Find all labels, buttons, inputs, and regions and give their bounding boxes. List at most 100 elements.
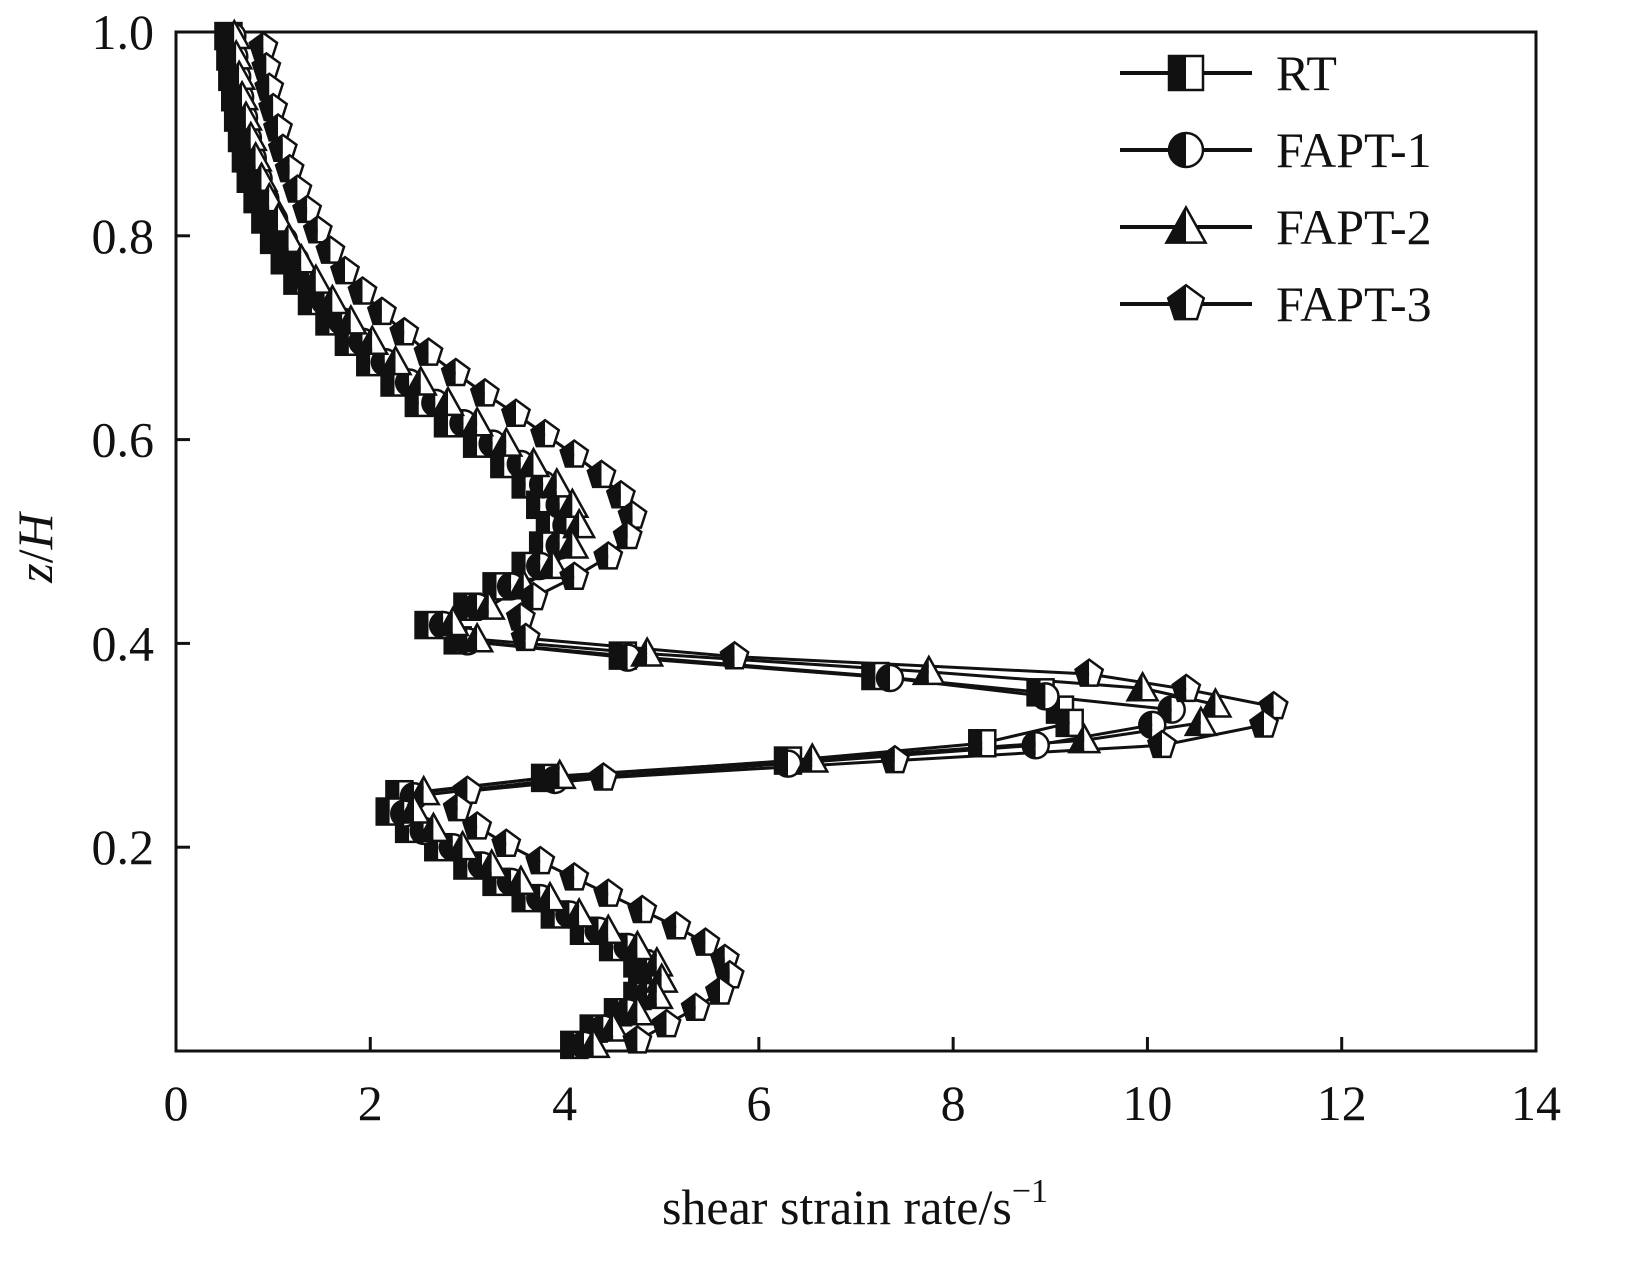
marker-right-half bbox=[1171, 696, 1185, 723]
triangle-marker bbox=[562, 507, 597, 539]
series-fapt-1 bbox=[230, 35, 1176, 1047]
marker-left-half bbox=[464, 593, 478, 620]
triangle-marker bbox=[244, 161, 279, 192]
triangle-marker bbox=[396, 792, 432, 824]
marker-outline bbox=[460, 405, 495, 437]
pentagon-marker bbox=[1166, 283, 1206, 321]
marker-right-half bbox=[890, 665, 903, 692]
marker-outline bbox=[416, 811, 451, 843]
marker-right-half bbox=[301, 245, 317, 273]
marker-outline bbox=[535, 548, 570, 580]
marker-left-half bbox=[396, 369, 410, 396]
y-tick-label: 1.0 bbox=[92, 4, 155, 60]
marker-right-half bbox=[452, 608, 468, 635]
marker-outline bbox=[516, 446, 551, 478]
marker-outline bbox=[378, 344, 413, 376]
marker-left-half bbox=[1022, 732, 1036, 759]
triangle-marker bbox=[639, 978, 674, 1010]
marker-outline bbox=[1074, 658, 1105, 687]
marker-outline bbox=[875, 663, 905, 693]
marker-left-half bbox=[462, 624, 478, 652]
pentagon-marker bbox=[530, 418, 561, 448]
pentagon-marker bbox=[366, 296, 398, 326]
legend-item-fapt-1: FAPT-1 bbox=[1120, 122, 1432, 178]
y-tick-label: 0.2 bbox=[92, 819, 155, 875]
triangle-marker bbox=[333, 303, 368, 335]
marker-right-half bbox=[278, 204, 293, 232]
marker-outline bbox=[1146, 729, 1178, 759]
marker-left-half bbox=[464, 430, 478, 457]
y-tick-label: 0.8 bbox=[92, 208, 155, 264]
marker-left-half bbox=[1169, 56, 1186, 90]
marker-right-half bbox=[812, 744, 828, 772]
marker-outline bbox=[530, 418, 561, 448]
marker-outline bbox=[630, 636, 665, 667]
marker-left-half bbox=[877, 665, 890, 692]
marker-right-half bbox=[332, 286, 348, 313]
marker-outline bbox=[622, 1024, 653, 1054]
marker-outline bbox=[795, 742, 830, 773]
marker-outline bbox=[298, 263, 333, 294]
marker-outline bbox=[329, 255, 361, 285]
marker-left-half bbox=[422, 389, 436, 416]
marker-outline bbox=[968, 729, 997, 758]
triangle-marker bbox=[795, 742, 830, 773]
marker-right-half bbox=[559, 760, 575, 788]
triangle-marker bbox=[238, 140, 273, 172]
pentagon-marker bbox=[559, 861, 590, 891]
marker-right-half bbox=[261, 163, 277, 191]
pentagon-marker bbox=[329, 255, 361, 285]
pentagon-marker bbox=[612, 520, 643, 550]
legend-label: FAPT-2 bbox=[1276, 199, 1432, 255]
marker-right-half bbox=[572, 489, 588, 517]
marker-left-half bbox=[505, 866, 521, 894]
pentagon-marker bbox=[1248, 709, 1280, 738]
pentagon-marker bbox=[510, 622, 541, 652]
marker-right-half bbox=[647, 638, 663, 666]
marker-outline bbox=[911, 654, 946, 686]
marker-left-half bbox=[641, 981, 657, 1008]
marker-left-half bbox=[418, 813, 434, 841]
marker-outline bbox=[389, 316, 420, 346]
marker-left-half bbox=[462, 408, 478, 436]
legend-label: FAPT-1 bbox=[1276, 122, 1432, 178]
plot-frame bbox=[174, 30, 1538, 1053]
marker-left-half bbox=[263, 204, 278, 232]
marker-outline bbox=[1125, 670, 1160, 702]
marker-right-half bbox=[395, 347, 411, 375]
marker-outline bbox=[315, 235, 346, 264]
pentagon-marker bbox=[258, 92, 289, 122]
y-axis-title-h: H bbox=[7, 510, 63, 550]
marker-outline bbox=[1067, 722, 1102, 754]
series-markers-fapt-3 bbox=[248, 31, 1289, 1054]
pentagon-marker bbox=[586, 459, 617, 489]
marker-right-half bbox=[288, 224, 304, 252]
pentagon-marker bbox=[315, 235, 346, 264]
marker-right-half bbox=[533, 449, 549, 477]
marker-outline bbox=[430, 385, 466, 417]
marker-outline bbox=[1171, 673, 1202, 703]
marker-left-half bbox=[454, 593, 468, 620]
series-line bbox=[230, 35, 1176, 1047]
marker-outline bbox=[510, 622, 541, 652]
x-tick-label: 0 bbox=[164, 1075, 189, 1131]
triangle-marker bbox=[562, 896, 597, 928]
triangle-marker bbox=[535, 548, 570, 580]
marker-outline bbox=[555, 528, 590, 559]
marker-left-half bbox=[537, 551, 553, 578]
triangle-marker bbox=[555, 487, 590, 519]
marker-left-half bbox=[546, 491, 560, 518]
marker-right-half bbox=[572, 530, 588, 558]
marker-right-half bbox=[488, 591, 504, 619]
marker-left-half bbox=[415, 612, 429, 639]
marker-left-half bbox=[564, 510, 580, 538]
marker-outline bbox=[1164, 204, 1208, 244]
triangle-marker bbox=[378, 344, 413, 376]
marker-outline bbox=[474, 848, 509, 879]
marker-left-half bbox=[530, 471, 544, 498]
marker-outline bbox=[559, 439, 590, 468]
pentagon-marker bbox=[559, 439, 590, 468]
marker-right-half bbox=[1045, 683, 1059, 710]
marker-outline bbox=[620, 994, 655, 1026]
